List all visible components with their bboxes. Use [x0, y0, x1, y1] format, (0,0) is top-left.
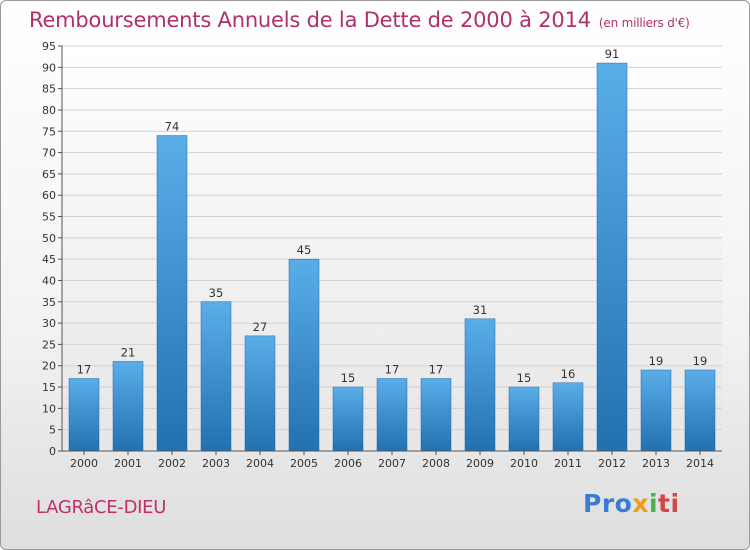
chart-title: Remboursements Annuels de la Dette de 20… — [29, 8, 690, 32]
proxiti-logo: Proxiti — [583, 489, 680, 518]
y-tick-label: 35 — [42, 296, 56, 309]
y-tick-label: 25 — [42, 338, 56, 351]
commune-name: LAGRâCE-DIEU — [36, 497, 167, 518]
y-tick-label: 45 — [42, 253, 56, 266]
x-tick-label: 2009 — [466, 457, 494, 470]
bar — [376, 378, 408, 452]
data-label: 15 — [517, 371, 532, 385]
data-label: 17 — [385, 363, 400, 377]
y-tick-label: 95 — [42, 40, 56, 53]
axes — [58, 45, 722, 455]
y-tick-label: 40 — [42, 274, 56, 287]
x-tick-label: 2010 — [510, 457, 538, 470]
x-tick-label: 2001 — [114, 457, 142, 470]
bar — [332, 386, 364, 452]
chart-unit: (en milliers d'€) — [598, 16, 690, 30]
bar — [508, 386, 540, 452]
chart-title-text: Remboursements Annuels de la Dette de 20… — [29, 8, 591, 32]
y-tick-label: 15 — [42, 381, 56, 394]
data-label: 17 — [429, 363, 444, 377]
x-tick-label: 2002 — [158, 457, 186, 470]
y-tick-label: 65 — [42, 168, 56, 181]
x-tick-label: 2012 — [598, 457, 626, 470]
bar — [464, 318, 496, 452]
bar — [552, 382, 584, 452]
y-tick-label: 5 — [49, 424, 56, 437]
x-tick-label: 2011 — [554, 457, 582, 470]
data-label: 21 — [121, 345, 136, 359]
y-tick-label: 30 — [42, 317, 56, 330]
data-label: 91 — [605, 47, 620, 61]
bar — [156, 135, 188, 452]
y-tick-label: 85 — [42, 83, 56, 96]
bar — [640, 369, 672, 452]
x-tick-label: 2006 — [334, 457, 362, 470]
data-label: 16 — [561, 367, 576, 381]
bars — [68, 62, 716, 452]
x-tick-label: 2013 — [642, 457, 670, 470]
y-tick-label: 10 — [42, 402, 56, 415]
bar — [596, 62, 628, 452]
bar — [420, 378, 452, 452]
data-label: 15 — [341, 371, 356, 385]
y-tick-label: 90 — [42, 61, 56, 74]
bar — [68, 378, 100, 452]
y-tick-label: 70 — [42, 147, 56, 160]
y-tick-label: 55 — [42, 211, 56, 224]
data-label: 19 — [693, 354, 708, 368]
y-tick-label: 75 — [42, 125, 56, 138]
data-label: 74 — [165, 120, 180, 134]
labels: 0 5 10 15 20 25 30 35 40 45 50 55 60 65 70 75 80 85 90 95 17… — [42, 40, 714, 470]
x-tick-label: 2003 — [202, 457, 230, 470]
y-tick-label: 50 — [42, 232, 56, 245]
data-label: 45 — [297, 243, 312, 257]
data-label: 31 — [473, 303, 488, 317]
data-label: 17 — [77, 363, 92, 377]
x-tick-label: 2005 — [290, 457, 318, 470]
y-tick-label: 60 — [42, 189, 56, 202]
bar — [288, 258, 320, 452]
bar — [200, 301, 232, 452]
y-tick-label: 0 — [49, 445, 56, 458]
x-tick-label: 2000 — [70, 457, 98, 470]
x-tick-label: 2007 — [378, 457, 406, 470]
data-label: 19 — [649, 354, 664, 368]
x-tick-label: 2008 — [422, 457, 450, 470]
data-label: 27 — [253, 320, 268, 334]
bar — [112, 361, 144, 452]
bar — [684, 369, 716, 452]
data-label: 35 — [209, 286, 224, 300]
bar — [244, 335, 276, 452]
y-tick-label: 80 — [42, 104, 56, 117]
x-tick-label: 2014 — [686, 457, 714, 470]
x-tick-label: 2004 — [246, 457, 274, 470]
y-tick-label: 20 — [42, 360, 56, 373]
